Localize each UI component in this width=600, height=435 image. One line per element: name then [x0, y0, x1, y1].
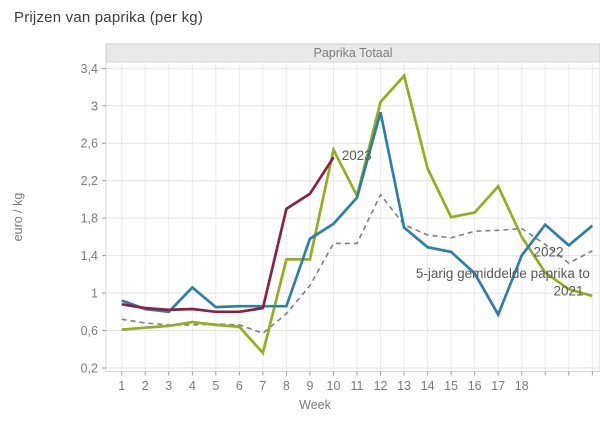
- y-axis-tick-label: 1,4: [81, 249, 98, 263]
- x-axis-tick-label: 13: [397, 379, 411, 393]
- y-axis-tick-label: 0,6: [81, 324, 98, 338]
- series-label-2022: 2022: [533, 244, 563, 259]
- series-label-2021: 2021: [553, 284, 583, 299]
- series-label-5-jarig-gemiddelde: 5-jarig gemiddelde paprika to: [416, 266, 590, 281]
- x-axis-tick-label: 15: [444, 379, 458, 393]
- x-axis-tick-label: 5: [212, 379, 219, 393]
- x-axis-tick-label: 14: [421, 379, 435, 393]
- x-axis-tick-label: 7: [259, 379, 266, 393]
- x-axis-tick-label: 10: [327, 379, 341, 393]
- y-axis-tick-label: 0,2: [81, 362, 98, 376]
- panel-strip-title: Paprika Totaal: [314, 46, 393, 60]
- y-axis-tick-label: 2,6: [81, 137, 98, 151]
- x-axis-tick-label: 12: [374, 379, 388, 393]
- series-line-5-jarig-gemiddelde: [121, 193, 593, 335]
- x-axis-title: Week: [299, 398, 331, 412]
- series-group: 2023 2022 2021 5-jarig gemiddelde paprika t…: [121, 73, 594, 356]
- x-axis-tick-label: 4: [189, 379, 196, 393]
- x-axis-tick-label: 16: [468, 379, 482, 393]
- y-axis-tick-label: 3,4: [81, 62, 98, 76]
- y-axis-tick-label: 1: [91, 287, 98, 301]
- chart-title: Prijzen van paprika (per kg): [14, 9, 204, 26]
- x-axis-tick-label: 2: [142, 379, 149, 393]
- y-axis-title: euro / kg: [11, 193, 25, 242]
- x-axis-tick-label: 3: [165, 379, 172, 393]
- x-axis-tick-label: 6: [236, 379, 243, 393]
- panel-background: [105, 61, 600, 372]
- x-axis-tick-label: 8: [283, 379, 290, 393]
- series-line-2023: [121, 156, 335, 314]
- series-line-2022: [121, 111, 594, 318]
- x-axis-tick-label: 17: [491, 379, 505, 393]
- x-axis-tick-label: 9: [306, 379, 313, 393]
- x-axis-tick-label: 11: [351, 379, 364, 393]
- y-axis-tick-label: 2,2: [81, 174, 98, 188]
- y-axis-tick-label: 3: [91, 99, 98, 113]
- series-label-2023: 2023: [342, 148, 372, 163]
- x-axis-tick-label: 18: [515, 379, 529, 393]
- x-axis-tick-label: 1: [118, 379, 125, 393]
- y-axis-tick-label: 1,8: [81, 212, 98, 226]
